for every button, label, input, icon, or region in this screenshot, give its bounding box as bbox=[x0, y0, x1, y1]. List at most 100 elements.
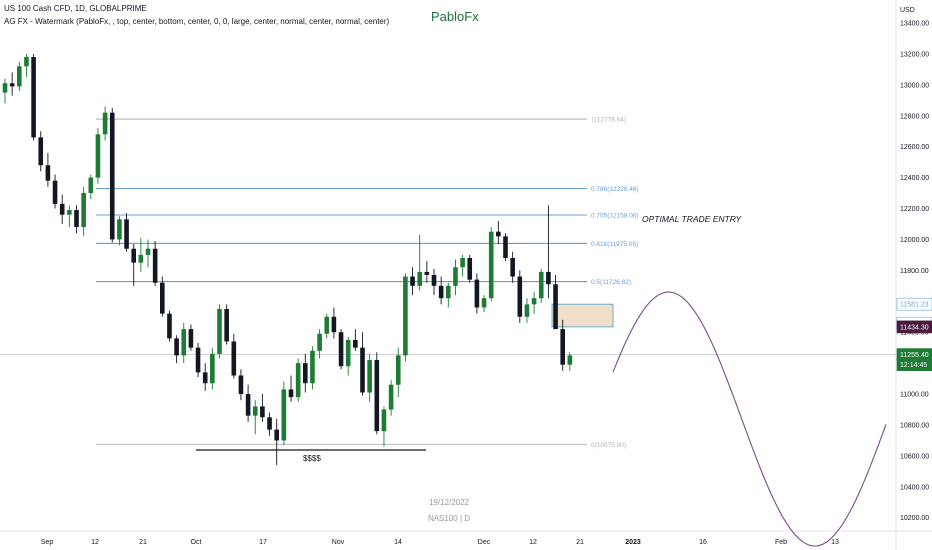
candle-up bbox=[181, 329, 187, 356]
candle-up bbox=[488, 231, 494, 299]
projection-curve[interactable] bbox=[612, 291, 887, 547]
price-tick: 13200.00 bbox=[900, 51, 929, 58]
time-tick: Feb bbox=[775, 539, 787, 546]
time-tick: 14 bbox=[394, 539, 402, 546]
candle-up bbox=[217, 309, 222, 354]
liquidity-annotation[interactable]: $$$$ bbox=[303, 454, 321, 463]
candle-up bbox=[395, 355, 401, 385]
candle-down bbox=[331, 316, 337, 333]
fib-label: 0.5(11726.82) bbox=[591, 279, 631, 286]
candle-up bbox=[524, 304, 530, 317]
symbol-info[interactable]: US 100 Cash CFD, 1D, GLOBALPRIME bbox=[4, 4, 147, 13]
candle-up bbox=[102, 112, 108, 135]
price-tick: 13400.00 bbox=[900, 21, 929, 28]
candle-down bbox=[438, 285, 444, 299]
time-tick: Dec bbox=[478, 539, 491, 546]
candle-up bbox=[281, 389, 287, 441]
candle-up bbox=[345, 339, 351, 367]
candle-up bbox=[24, 57, 29, 67]
candle-up bbox=[453, 267, 458, 286]
fib-retracement[interactable]: 1(12778.64) 0.786(12328.46) 0.705(12158.06… bbox=[96, 117, 639, 451]
price-tick: 11800.00 bbox=[900, 268, 929, 275]
candle-up bbox=[460, 257, 465, 268]
time-tick: 17 bbox=[259, 539, 267, 546]
candle-down bbox=[474, 279, 480, 308]
candle-down bbox=[274, 429, 279, 441]
candle-down bbox=[202, 372, 208, 384]
price-tick: 11400.00 bbox=[900, 330, 929, 337]
price-label-text: 11255.40 bbox=[900, 352, 929, 359]
time-tick: Oct bbox=[191, 539, 202, 546]
price-tick: 12200.00 bbox=[900, 206, 929, 213]
candle-up bbox=[446, 285, 451, 299]
candle-up bbox=[403, 276, 408, 356]
price-tick: 13000.00 bbox=[900, 82, 929, 89]
candle-down bbox=[517, 276, 523, 317]
price-label-text: 11434.30 bbox=[900, 324, 929, 331]
candle-up bbox=[388, 384, 394, 410]
candle-down bbox=[467, 257, 473, 280]
candle-down bbox=[360, 347, 365, 393]
ote-annotation[interactable]: OPTIMAL TRADE ENTRY bbox=[642, 214, 743, 224]
fib-label: 0.618(11975.05) bbox=[591, 241, 638, 248]
fib-label: 0.786(12328.46) bbox=[591, 186, 639, 193]
candle-down bbox=[410, 276, 415, 286]
candle-up bbox=[210, 353, 215, 384]
price-tick: 10600.00 bbox=[900, 453, 929, 460]
candle-down bbox=[52, 180, 58, 204]
candle-down bbox=[553, 284, 558, 330]
candle-down bbox=[174, 338, 179, 356]
candle-up bbox=[295, 363, 301, 398]
candle-down bbox=[74, 210, 79, 228]
candle-up bbox=[95, 134, 101, 178]
candle-up bbox=[81, 193, 86, 228]
indicator-info[interactable]: AG FX - Watermark (PabloFx, , top, cente… bbox=[4, 17, 390, 26]
projection-path[interactable] bbox=[612, 291, 887, 547]
candle-down bbox=[245, 394, 251, 416]
candle-down bbox=[124, 219, 129, 249]
watermark-date: 19/12/2022 bbox=[428, 498, 470, 507]
candle-down bbox=[195, 347, 201, 373]
price-tick: 12800.00 bbox=[900, 113, 929, 120]
candle-up bbox=[417, 271, 422, 286]
candle-down bbox=[503, 236, 508, 258]
candle-up bbox=[88, 177, 94, 194]
candle-down bbox=[9, 83, 15, 87]
candle-up bbox=[117, 219, 122, 240]
candle-up bbox=[67, 210, 72, 215]
price-label-text: 11581.23 bbox=[900, 302, 929, 309]
price-label-box bbox=[896, 297, 932, 311]
candle-up bbox=[317, 333, 322, 351]
candle-down bbox=[38, 137, 44, 166]
candle-up bbox=[481, 298, 487, 308]
price-tick: 12600.00 bbox=[900, 144, 929, 151]
time-tick: 2023 bbox=[625, 539, 641, 546]
candle-up bbox=[17, 66, 22, 87]
price-tick: 11000.00 bbox=[900, 392, 929, 399]
price-tick: 10200.00 bbox=[900, 515, 929, 522]
candle-down bbox=[353, 339, 358, 348]
candle-up bbox=[310, 350, 315, 384]
candle-up bbox=[367, 360, 372, 393]
price-tick: 10400.00 bbox=[900, 484, 929, 491]
time-tick: 21 bbox=[139, 539, 147, 546]
candle-up bbox=[252, 406, 258, 416]
candle-down bbox=[160, 282, 165, 314]
time-axis[interactable]: Sep 12 21 Oct 17 Nov 14 Dec 12 21 2023 16 Feb 13 bbox=[41, 539, 839, 546]
candle-down bbox=[338, 332, 344, 367]
fib-label: 1(12778.64) bbox=[591, 117, 626, 124]
ote-zone[interactable] bbox=[551, 303, 614, 328]
time-tick: Sep bbox=[41, 539, 54, 546]
price-label-box bbox=[896, 320, 932, 334]
candle-down bbox=[546, 271, 551, 285]
candle-down bbox=[152, 248, 158, 283]
price-axis[interactable]: USD 13400.00 13200.00 13000.00 12800.00 12600… bbox=[900, 7, 929, 522]
candle-down bbox=[59, 203, 65, 215]
price-tick: 12000.00 bbox=[900, 237, 929, 244]
candle-up bbox=[138, 254, 144, 263]
candle-up bbox=[2, 83, 8, 93]
ote-zone-box[interactable] bbox=[551, 303, 614, 328]
price-label-box bbox=[896, 358, 932, 371]
candle-down bbox=[31, 57, 36, 138]
